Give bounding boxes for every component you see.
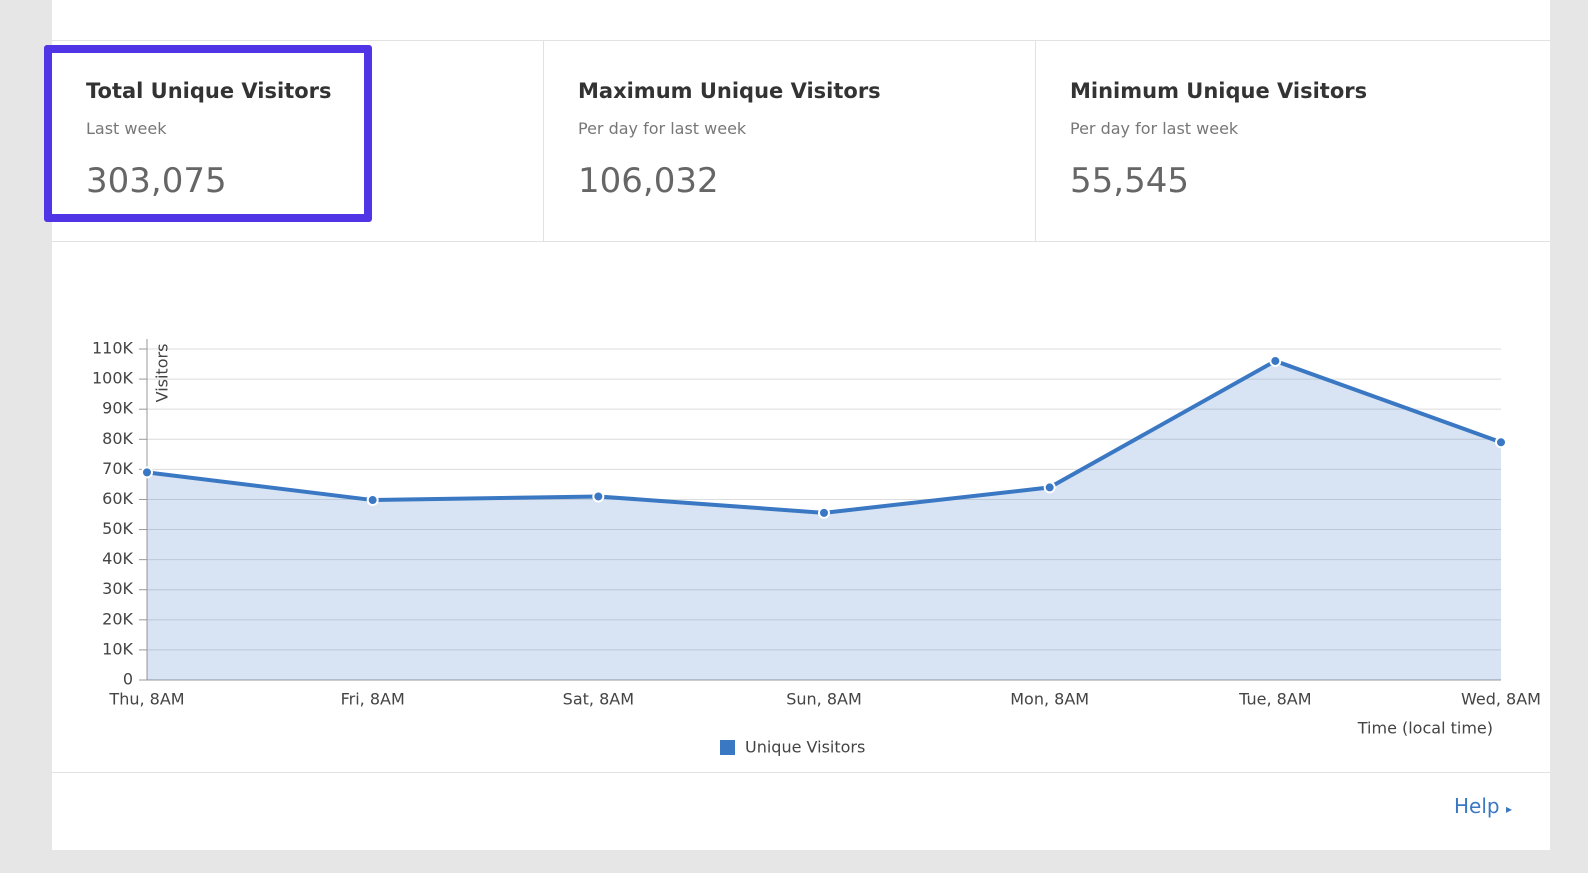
- stat-title: Maximum Unique Visitors: [578, 79, 881, 103]
- stat-value: 303,075: [86, 161, 227, 201]
- y-tick-label: 20K: [102, 609, 133, 628]
- stat-title: Total Unique Visitors: [86, 79, 332, 103]
- y-tick-label: 10K: [102, 639, 133, 658]
- stat-card: Minimum Unique Visitors Per day for last…: [1036, 40, 1550, 242]
- point: [1043, 481, 1056, 494]
- x-tick-label: Tue, 8AM: [1238, 690, 1311, 709]
- x-tick-label: Sat, 8AM: [563, 690, 634, 709]
- y-tick-label: 100K: [92, 369, 134, 388]
- x-tick-label: Sun, 8AM: [786, 690, 862, 709]
- x-axis-label: Time (local time): [1357, 719, 1493, 738]
- point: [1269, 354, 1282, 367]
- point: [366, 494, 379, 507]
- y-tick-label: 60K: [102, 489, 133, 508]
- stat-subtitle: Per day for last week: [578, 119, 747, 138]
- y-tick-label: 0: [123, 670, 133, 689]
- stat-title: Minimum Unique Visitors: [1070, 79, 1368, 103]
- y-axis-label: Visitors: [153, 344, 172, 403]
- point: [1495, 436, 1507, 449]
- legend-label: Unique Visitors: [745, 738, 865, 757]
- stat-value: 106,032: [578, 161, 719, 201]
- y-tick-label: 30K: [102, 579, 133, 598]
- chart: 0 10K 20K 30K 40K 50K 60K 70K 80K 90K 100K 110K Thu,…: [92, 339, 1541, 757]
- footer-divider: [52, 772, 1550, 773]
- point: [592, 490, 605, 503]
- stat-card: Maximum Unique Visitors Per day for last…: [544, 40, 1036, 242]
- stat-value: 55,545: [1070, 161, 1189, 201]
- y-tick-label: 110K: [92, 339, 134, 358]
- y-tick-label: 50K: [102, 519, 133, 538]
- x-tick-label: Thu, 8AM: [108, 690, 184, 709]
- stat-card: Total Unique Visitors Last week 303,075: [52, 40, 544, 242]
- panel: [52, 0, 1550, 850]
- x-tick-label: Mon, 8AM: [1010, 690, 1089, 709]
- y-tick-label: 40K: [102, 549, 133, 568]
- area: [147, 360, 1501, 680]
- stat-subtitle: Per day for last week: [1070, 119, 1239, 138]
- y-tick-label: 70K: [102, 459, 133, 478]
- x-tick-label: Wed, 8AM: [1461, 690, 1541, 709]
- help-link[interactable]: Help ▸: [1454, 794, 1512, 818]
- x-tick-label: Fri, 8AM: [341, 690, 405, 709]
- y-tick-label: 80K: [102, 429, 133, 448]
- legend-swatch: [720, 740, 735, 755]
- point: [141, 466, 153, 479]
- y-tick-label: 90K: [102, 399, 133, 418]
- highlight-box: [44, 45, 372, 222]
- point: [818, 506, 830, 519]
- help-text[interactable]: Help: [1454, 794, 1500, 818]
- stat-subtitle: Last week: [86, 119, 167, 138]
